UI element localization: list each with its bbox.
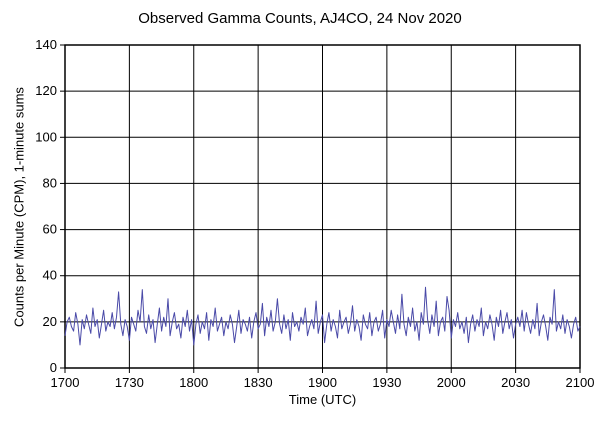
- x-tick-label: 1830: [244, 375, 273, 390]
- y-tick-label: 40: [43, 268, 57, 283]
- x-tick-label: 2000: [437, 375, 466, 390]
- chart-title: Observed Gamma Counts, AJ4CO, 24 Nov 202…: [138, 10, 462, 27]
- y-tick-label: 80: [43, 175, 57, 190]
- y-tick-label: 120: [35, 83, 57, 98]
- gamma-counts-series-line: [64, 286, 581, 346]
- x-tick-label: 1930: [372, 375, 401, 390]
- y-tick-label: 20: [43, 314, 57, 329]
- y-tick-label: 100: [35, 129, 57, 144]
- x-tick-label: 2100: [566, 375, 595, 390]
- x-tick-label: 1800: [179, 375, 208, 390]
- x-axis-label: Time (UTC): [288, 392, 357, 407]
- y-tick-label: 140: [35, 37, 57, 52]
- y-tick-label: 0: [50, 360, 57, 375]
- x-tick-label: 2030: [501, 375, 530, 390]
- x-tick-label: 1730: [115, 375, 144, 390]
- x-tick-label: 1700: [51, 375, 80, 390]
- plot-border: [64, 44, 581, 369]
- x-tick-label: 1900: [308, 375, 337, 390]
- y-tick-label: 60: [43, 222, 57, 237]
